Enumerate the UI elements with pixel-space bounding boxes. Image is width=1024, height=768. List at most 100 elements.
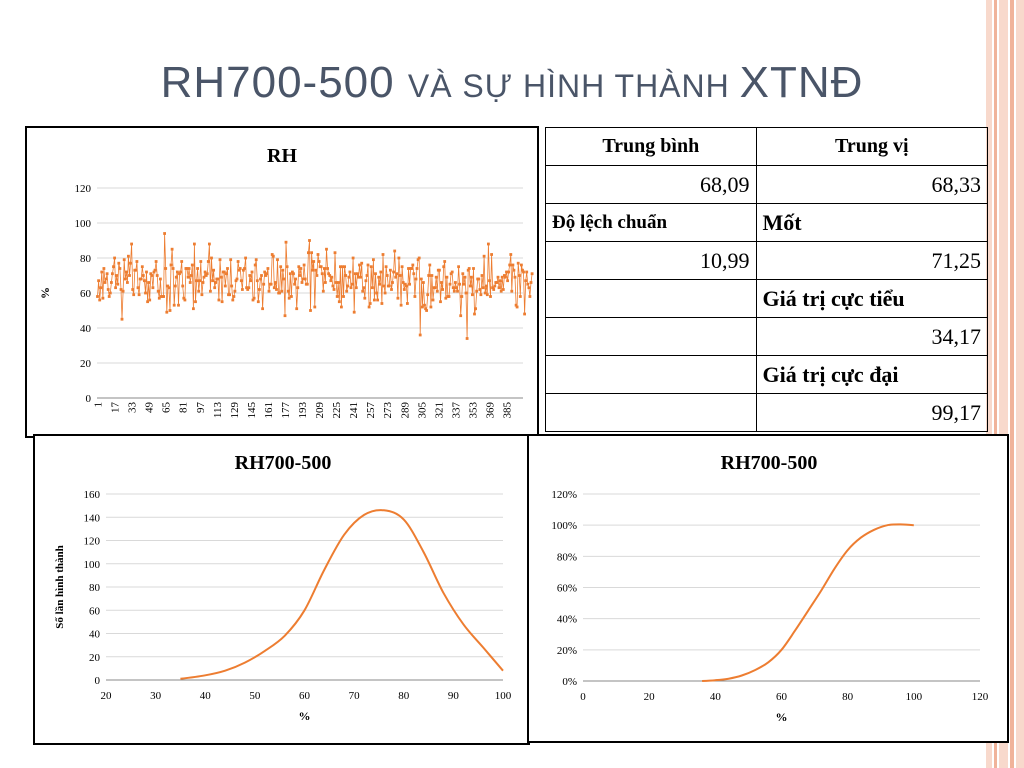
data-point xyxy=(231,298,235,302)
data-point xyxy=(204,274,208,277)
data-point xyxy=(472,267,475,270)
data-point xyxy=(337,300,341,304)
data-point xyxy=(208,242,211,246)
data-point xyxy=(397,256,401,260)
slide-title: RH700-500 VÀ SỰ HÌNH THÀNH XTNĐ xyxy=(0,58,1024,108)
y-tick-label: 60 xyxy=(80,288,92,300)
data-point xyxy=(450,270,454,274)
y-tick-label: 160 xyxy=(84,489,101,501)
data-point xyxy=(198,279,202,283)
data-point xyxy=(137,293,141,297)
data-point xyxy=(377,275,381,279)
data-point xyxy=(491,286,494,290)
data-point xyxy=(197,289,201,293)
data-point xyxy=(428,263,432,267)
data-point xyxy=(241,288,244,291)
data-point xyxy=(429,305,433,309)
data-point xyxy=(135,260,139,263)
data-point xyxy=(276,258,279,262)
y-tick-label: 140 xyxy=(84,512,101,524)
data-point xyxy=(118,267,122,270)
y-tick-label: 100 xyxy=(75,218,92,230)
chart-title: RH xyxy=(267,145,297,167)
data-point xyxy=(258,288,261,291)
x-tick-label: 33 xyxy=(127,402,139,414)
x-tick-label: 129 xyxy=(229,402,241,419)
data-point xyxy=(498,279,502,283)
x-tick-label: 177 xyxy=(280,402,292,419)
data-point xyxy=(399,303,403,307)
data-point xyxy=(251,298,255,302)
data-point xyxy=(425,309,428,312)
data-point xyxy=(170,247,174,251)
data-point xyxy=(287,296,291,300)
table-row: 68,09 68,33 xyxy=(545,165,989,204)
x-tick-label: 60 xyxy=(299,690,311,702)
x-tick-label: 193 xyxy=(297,402,309,419)
data-point xyxy=(413,295,417,298)
data-point xyxy=(479,293,483,297)
data-point xyxy=(459,314,463,318)
data-point xyxy=(482,254,486,258)
data-point xyxy=(102,267,106,270)
data-point xyxy=(112,265,115,269)
data-point xyxy=(530,272,534,276)
x-tick-label: 40 xyxy=(200,690,212,702)
data-point xyxy=(172,303,176,307)
data-point xyxy=(183,298,187,302)
data-point xyxy=(466,268,470,272)
x-tick-label: 80 xyxy=(842,691,854,703)
data-point xyxy=(174,275,178,279)
data-point xyxy=(252,296,256,300)
data-point xyxy=(148,298,152,302)
x-tick-label: 40 xyxy=(710,691,722,703)
data-point xyxy=(292,272,295,276)
data-point xyxy=(332,288,336,291)
decor-stripe-5 xyxy=(1016,0,1024,768)
decor-stripe-2 xyxy=(994,0,997,768)
data-point xyxy=(117,261,121,265)
data-point xyxy=(140,265,144,269)
data-point xyxy=(471,293,474,297)
data-point xyxy=(127,254,130,258)
data-point xyxy=(274,281,277,284)
data-point xyxy=(434,275,438,279)
data-point xyxy=(284,240,288,244)
data-point xyxy=(517,274,521,277)
data-point xyxy=(395,272,399,276)
data-point xyxy=(195,279,198,283)
cumulative-curve-chart: RH700-500 0% 20% 40% 60% 80% 100% 120% 0 20 40 60 80… xyxy=(551,452,988,724)
data-point xyxy=(418,333,422,337)
data-point xyxy=(270,253,274,256)
data-point xyxy=(480,274,484,277)
table-cell: Trung bình xyxy=(545,127,757,166)
data-point xyxy=(387,284,391,288)
data-point xyxy=(143,279,146,283)
data-point xyxy=(390,288,393,291)
data-point xyxy=(408,282,411,286)
data-point xyxy=(525,270,529,274)
data-point xyxy=(282,277,286,281)
data-point xyxy=(188,281,192,284)
data-point xyxy=(149,272,153,276)
data-point xyxy=(232,295,236,298)
data-point xyxy=(189,274,193,277)
data-point xyxy=(106,288,110,291)
data-point xyxy=(492,288,496,291)
y-tick-label: 120 xyxy=(75,183,92,195)
x-tick-label: 353 xyxy=(467,402,479,419)
data-point xyxy=(147,281,151,284)
x-tick-label: 113 xyxy=(212,402,224,419)
data-point xyxy=(308,239,311,242)
x-tick-label: 337 xyxy=(450,402,462,419)
data-point xyxy=(496,275,500,279)
x-tick-label: 60 xyxy=(776,691,788,703)
data-point xyxy=(383,291,387,295)
data-point xyxy=(483,291,487,295)
data-point xyxy=(513,275,517,279)
data-point xyxy=(461,272,465,276)
data-point xyxy=(444,296,448,300)
y-tick-label: 20 xyxy=(80,358,92,370)
data-point xyxy=(202,275,206,279)
data-point xyxy=(351,256,355,260)
